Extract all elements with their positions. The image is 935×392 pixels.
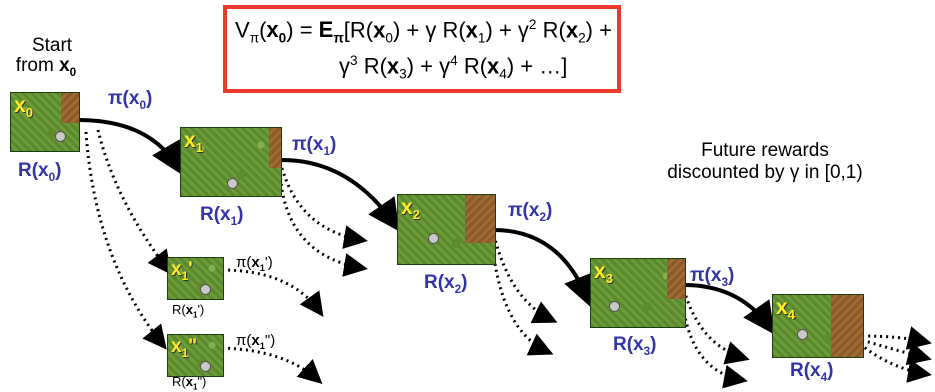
reward-label-x1: R(x1) bbox=[200, 204, 244, 228]
alt-arrow-4-a bbox=[861, 326, 932, 350]
alt-arrow-4-c bbox=[859, 342, 932, 383]
future-rewards-line-1: Future rewards bbox=[701, 140, 829, 161]
start-label: Start from x0 bbox=[16, 35, 82, 83]
policy-label-x1-dprime: π(x1") bbox=[236, 332, 276, 351]
alt-arrow-2-a bbox=[492, 234, 558, 324]
formula-line-2: γ3 R(x3) + γ4 R(x4) + …] bbox=[339, 53, 568, 82]
alt-arrow-1p bbox=[221, 268, 324, 317]
policy-label-x2: π(x2) bbox=[508, 200, 553, 224]
policy-arrow-3-4 bbox=[683, 283, 775, 335]
policy-arrow-0-1 bbox=[77, 118, 183, 175]
policy-label-x0: π(x0) bbox=[108, 88, 153, 112]
future-rewards-note: Future rewards discounted by γ in [0,1) bbox=[615, 140, 915, 184]
state-label-x1-prime: x1' bbox=[171, 259, 193, 283]
alt-arrow-4-b bbox=[861, 338, 932, 366]
state-label-x2: x2 bbox=[401, 196, 420, 223]
state-tile-x2: x2 bbox=[397, 194, 496, 265]
alt-arrow-1pp bbox=[221, 346, 323, 385]
reward-label-x4: R(x4) bbox=[790, 360, 834, 384]
reward-label-x1-prime: R(x1') bbox=[172, 302, 205, 320]
formula-line-1: Vπ(x0) = Eπ[R(x0) + γ R(x1) + γ2 R(x2) + bbox=[235, 17, 612, 46]
state-tile-x0: x0 bbox=[10, 92, 80, 152]
reward-label-x2: R(x2) bbox=[424, 272, 468, 296]
state-label-x3: x3 bbox=[594, 260, 613, 287]
state-tile-x1-prime: x1' bbox=[167, 257, 224, 300]
start-label-line-2: from x0 bbox=[15, 55, 77, 79]
alt-arrow-1-a bbox=[280, 167, 368, 249]
policy-arrow-1-2 bbox=[281, 158, 400, 232]
alt-arrow-0-a bbox=[96, 129, 172, 275]
reward-label-x1-dprime: R(x1") bbox=[172, 374, 207, 392]
state-tile-x1-dprime: x1" bbox=[167, 334, 224, 377]
value-function-formula-box: Vπ(x0) = Eπ[R(x0) + γ R(x1) + γ2 R(x2) +… bbox=[223, 5, 621, 93]
alt-arrow-1-b bbox=[278, 171, 368, 277]
future-rewards-line-2: discounted by γ in [0,1) bbox=[667, 162, 863, 183]
state-label-x1: x1 bbox=[184, 129, 203, 156]
reward-label-x0: R(x0) bbox=[18, 160, 62, 184]
policy-label-x1-prime: π(x1') bbox=[236, 254, 273, 273]
state-tile-x1: x1 bbox=[180, 127, 282, 197]
policy-label-x3: π(x3) bbox=[690, 265, 735, 289]
start-label-line-1: Start bbox=[31, 35, 73, 56]
state-label-x4: x4 bbox=[776, 296, 795, 323]
alt-arrow-3-a bbox=[682, 289, 750, 365]
policy-label-x1: π(x1) bbox=[292, 134, 337, 158]
reward-label-x3: R(x3) bbox=[613, 334, 657, 358]
state-tile-x4: x4 bbox=[772, 294, 864, 358]
alt-arrow-0-b bbox=[84, 131, 167, 350]
state-label-x0: x0 bbox=[14, 94, 33, 121]
state-label-x1-dprime: x1" bbox=[171, 336, 198, 360]
policy-arrow-2-3 bbox=[493, 228, 594, 308]
state-tile-x3: x3 bbox=[590, 258, 686, 328]
